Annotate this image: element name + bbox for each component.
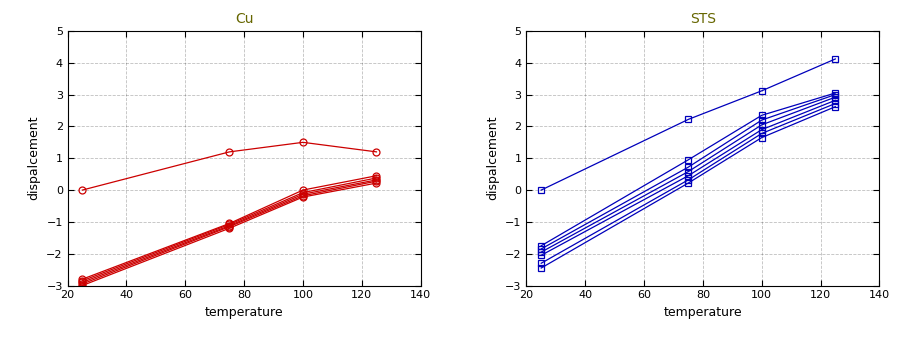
X-axis label: temperature: temperature <box>664 306 742 319</box>
Y-axis label: dispalcement: dispalcement <box>28 116 41 201</box>
Title: Cu: Cu <box>235 12 253 25</box>
Title: STS: STS <box>690 12 716 25</box>
Y-axis label: dispalcement: dispalcement <box>486 116 500 201</box>
X-axis label: temperature: temperature <box>205 306 283 319</box>
